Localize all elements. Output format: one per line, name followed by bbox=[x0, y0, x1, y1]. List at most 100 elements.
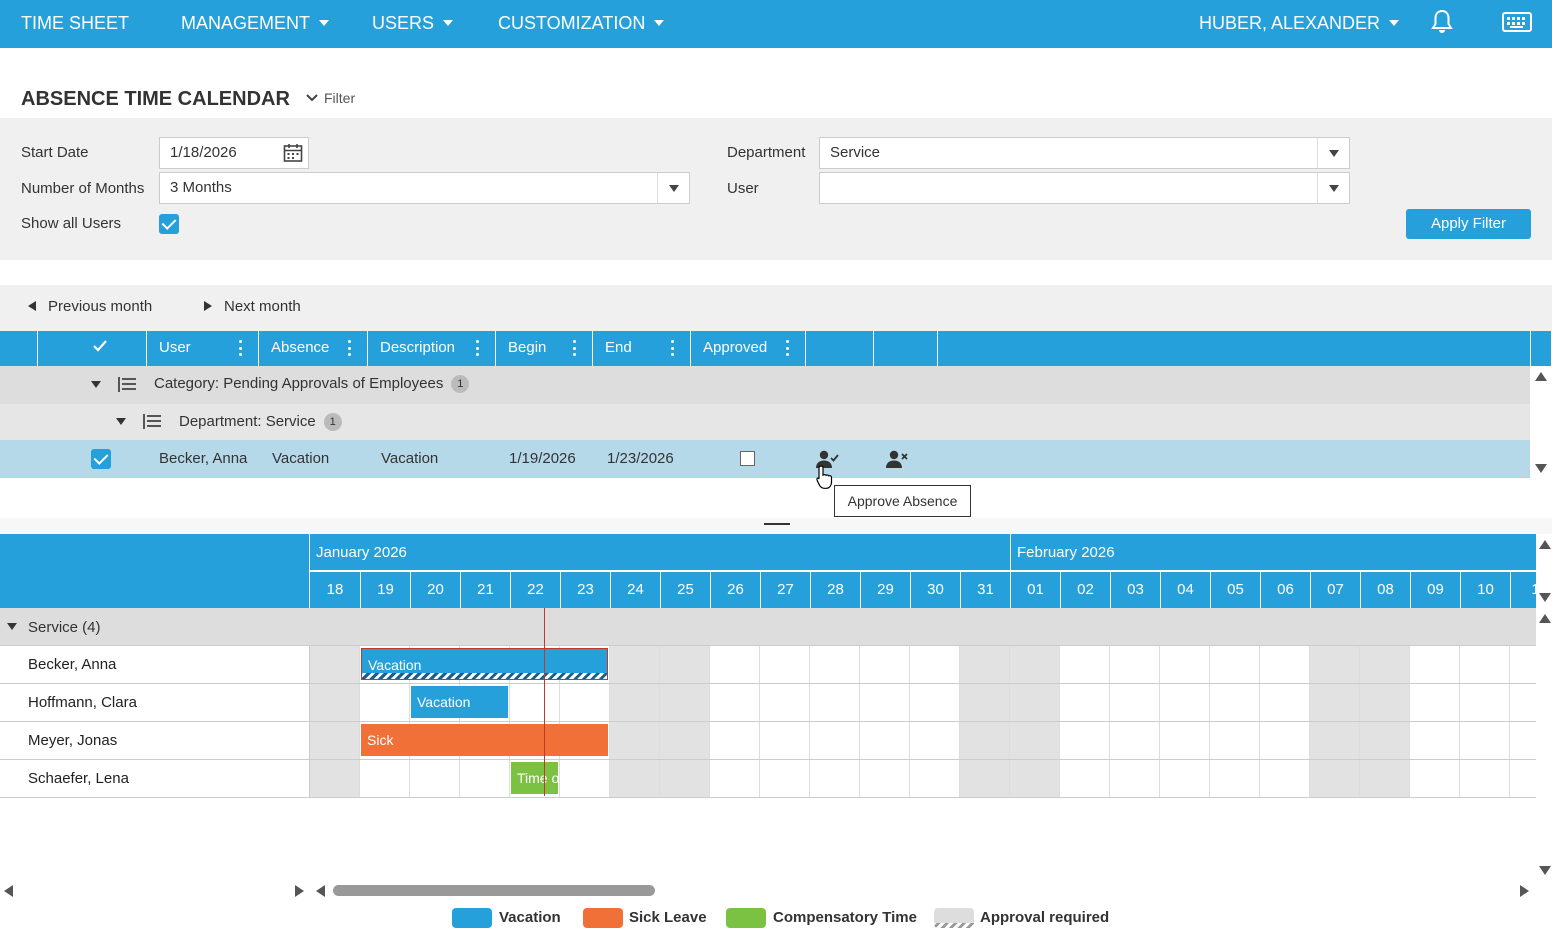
day-cell[interactable] bbox=[660, 684, 710, 721]
calendar-header-scroll[interactable] bbox=[1536, 534, 1552, 608]
day-cell[interactable] bbox=[1060, 760, 1110, 797]
day-cell[interactable] bbox=[310, 722, 360, 759]
scroll-down-icon[interactable] bbox=[1539, 593, 1551, 602]
calendar-user-row[interactable]: Becker, Anna Vacation bbox=[0, 646, 1536, 684]
absence-bar-comp[interactable]: Time o bbox=[511, 762, 558, 794]
calendar-user-row[interactable]: Schaefer, Lena Time o bbox=[0, 760, 1536, 798]
day-cell[interactable] bbox=[1510, 760, 1536, 797]
day-cell[interactable] bbox=[1160, 684, 1210, 721]
scroll-down-icon[interactable] bbox=[1539, 866, 1551, 875]
splitter[interactable] bbox=[0, 518, 1552, 534]
day-cell[interactable] bbox=[1160, 646, 1210, 683]
previous-month-button[interactable]: Previous month bbox=[28, 298, 152, 315]
day-cell[interactable] bbox=[960, 760, 1010, 797]
calendar-horizontal-scrollbar[interactable] bbox=[310, 880, 1536, 900]
column-absence[interactable]: Absence bbox=[259, 331, 368, 366]
day-cell[interactable] bbox=[1310, 722, 1360, 759]
day-cell[interactable] bbox=[760, 684, 810, 721]
day-cell[interactable] bbox=[610, 684, 660, 721]
column-menu-icon[interactable] bbox=[239, 340, 242, 356]
apply-filter-button[interactable]: Apply Filter bbox=[1406, 209, 1531, 239]
day-cell[interactable] bbox=[360, 760, 410, 797]
day-cell[interactable] bbox=[910, 760, 960, 797]
day-cell[interactable] bbox=[560, 684, 610, 721]
day-cell[interactable] bbox=[1460, 760, 1510, 797]
approved-checkbox[interactable] bbox=[740, 451, 755, 466]
calendar-user-row[interactable]: Meyer, Jonas Sick bbox=[0, 722, 1536, 760]
day-cell[interactable] bbox=[910, 722, 960, 759]
column-end[interactable]: End bbox=[593, 331, 691, 366]
day-cell[interactable] bbox=[610, 722, 660, 759]
keyboard-icon[interactable] bbox=[1502, 12, 1532, 32]
absence-bar-vacation[interactable]: Vacation bbox=[361, 648, 608, 680]
menu-users[interactable]: USERS bbox=[372, 0, 454, 48]
next-month-button[interactable]: Next month bbox=[204, 298, 301, 315]
app-title-link[interactable]: TIME SHEET bbox=[21, 0, 129, 48]
dropdown-arrow-icon[interactable] bbox=[1317, 173, 1349, 203]
show-all-users-checkbox[interactable] bbox=[159, 214, 179, 234]
day-cell[interactable] bbox=[1110, 760, 1160, 797]
day-cell[interactable] bbox=[1460, 684, 1510, 721]
day-cell[interactable] bbox=[760, 646, 810, 683]
table-row[interactable]: Becker, Anna Vacation Vacation 1/19/2026… bbox=[0, 440, 1530, 478]
day-cell[interactable] bbox=[1510, 646, 1536, 683]
column-menu-icon[interactable] bbox=[573, 340, 576, 356]
day-cell[interactable] bbox=[710, 722, 760, 759]
collapse-triangle-icon[interactable] bbox=[91, 381, 101, 388]
day-cell[interactable] bbox=[860, 684, 910, 721]
collapse-triangle-icon[interactable] bbox=[116, 418, 126, 425]
day-cell[interactable] bbox=[1060, 684, 1110, 721]
day-cell[interactable] bbox=[710, 646, 760, 683]
day-cell[interactable] bbox=[1010, 684, 1060, 721]
absence-bar-vacation[interactable]: Vacation bbox=[411, 686, 508, 718]
menu-customization[interactable]: CUSTOMIZATION bbox=[498, 0, 665, 48]
collapse-triangle-icon[interactable] bbox=[7, 623, 17, 630]
day-cell[interactable] bbox=[860, 722, 910, 759]
calendar-group-row[interactable]: Service (4) bbox=[0, 608, 1536, 646]
day-cell[interactable] bbox=[760, 760, 810, 797]
day-cell[interactable] bbox=[1360, 646, 1410, 683]
day-cell[interactable] bbox=[510, 684, 560, 721]
day-cell[interactable] bbox=[1060, 722, 1110, 759]
day-cell[interactable] bbox=[1510, 684, 1536, 721]
day-cell[interactable] bbox=[1110, 646, 1160, 683]
day-cell[interactable] bbox=[610, 760, 660, 797]
day-cell[interactable] bbox=[1260, 684, 1310, 721]
day-cell[interactable] bbox=[810, 646, 860, 683]
day-cell[interactable] bbox=[960, 646, 1010, 683]
day-cell[interactable] bbox=[1010, 646, 1060, 683]
department-group-row[interactable]: Department: Service 1 bbox=[0, 404, 1530, 440]
day-cell[interactable] bbox=[1210, 760, 1260, 797]
menu-management[interactable]: MANAGEMENT bbox=[181, 0, 330, 48]
day-cell[interactable] bbox=[1210, 646, 1260, 683]
column-approved[interactable]: Approved bbox=[691, 331, 806, 366]
grid-vertical-scrollbar[interactable] bbox=[1530, 366, 1552, 478]
day-cell[interactable] bbox=[810, 722, 860, 759]
day-cell[interactable] bbox=[1160, 722, 1210, 759]
day-cell[interactable] bbox=[860, 760, 910, 797]
calendar-user-row[interactable]: Hoffmann, Clara Vacation bbox=[0, 684, 1536, 722]
column-begin[interactable]: Begin bbox=[496, 331, 593, 366]
day-cell[interactable] bbox=[1210, 722, 1260, 759]
day-cell[interactable] bbox=[1410, 722, 1460, 759]
column-menu-icon[interactable] bbox=[348, 340, 351, 356]
day-cell[interactable] bbox=[710, 684, 760, 721]
day-cell[interactable] bbox=[760, 722, 810, 759]
calendar-icon[interactable] bbox=[283, 143, 303, 163]
reject-user-icon[interactable] bbox=[886, 449, 910, 469]
day-cell[interactable] bbox=[310, 760, 360, 797]
bell-icon[interactable] bbox=[1431, 9, 1453, 35]
day-cell[interactable] bbox=[910, 646, 960, 683]
day-cell[interactable] bbox=[1110, 722, 1160, 759]
dropdown-arrow-icon[interactable] bbox=[1317, 138, 1349, 168]
day-cell[interactable] bbox=[460, 760, 510, 797]
day-cell[interactable] bbox=[660, 722, 710, 759]
day-cell[interactable] bbox=[1210, 684, 1260, 721]
day-cell[interactable] bbox=[1010, 722, 1060, 759]
scroll-up-icon[interactable] bbox=[1539, 614, 1551, 623]
day-cell[interactable] bbox=[1460, 722, 1510, 759]
day-cell[interactable] bbox=[360, 684, 410, 721]
absence-bar-sick[interactable]: Sick bbox=[361, 724, 608, 756]
day-cell[interactable] bbox=[410, 760, 460, 797]
day-cell[interactable] bbox=[910, 684, 960, 721]
